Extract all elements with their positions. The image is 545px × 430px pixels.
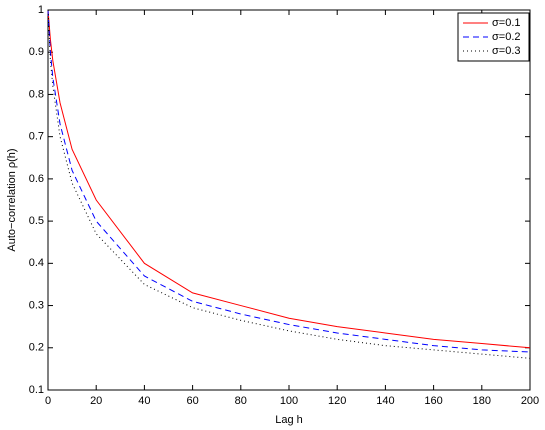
x-tick-label: 140 [376, 395, 394, 407]
x-tick-label: 100 [280, 395, 298, 407]
x-axis-label: Lag h [275, 414, 303, 426]
y-tick-label: 0.6 [29, 173, 44, 185]
x-tick-label: 40 [138, 395, 150, 407]
line-series [47, 9, 531, 349]
y-tick-label: 0.1 [29, 384, 44, 396]
y-tick-label: 0.9 [29, 46, 44, 58]
y-tick-label: 0.5 [29, 215, 44, 227]
line-series [47, 9, 531, 353]
y-tick-label: 0.4 [29, 257, 44, 269]
legend-box [457, 12, 530, 62]
x-tick-label: 180 [473, 395, 491, 407]
y-tick-label: 0.3 [29, 299, 44, 311]
legend-label: σ=0.2 [492, 31, 521, 43]
x-tick-label: 200 [521, 395, 539, 407]
y-axis-label: Auto−correlation ρ(h) [6, 148, 18, 251]
y-tick-label: 0.7 [29, 131, 44, 143]
legend-label: σ=0.3 [492, 45, 521, 57]
legend-label: σ=0.1 [492, 17, 521, 29]
x-tick-label: 60 [186, 395, 198, 407]
y-tick-label: 0.2 [29, 342, 44, 354]
plot-frame [47, 9, 531, 391]
x-tick-label: 160 [424, 395, 442, 407]
x-tick-label: 0 [45, 395, 51, 407]
line-series [47, 9, 531, 359]
y-tick-label: 0.8 [29, 88, 44, 100]
y-tick-label: 1 [38, 4, 44, 16]
x-tick-label: 80 [235, 395, 247, 407]
x-tick-label: 120 [328, 395, 346, 407]
x-tick-label: 20 [90, 395, 102, 407]
